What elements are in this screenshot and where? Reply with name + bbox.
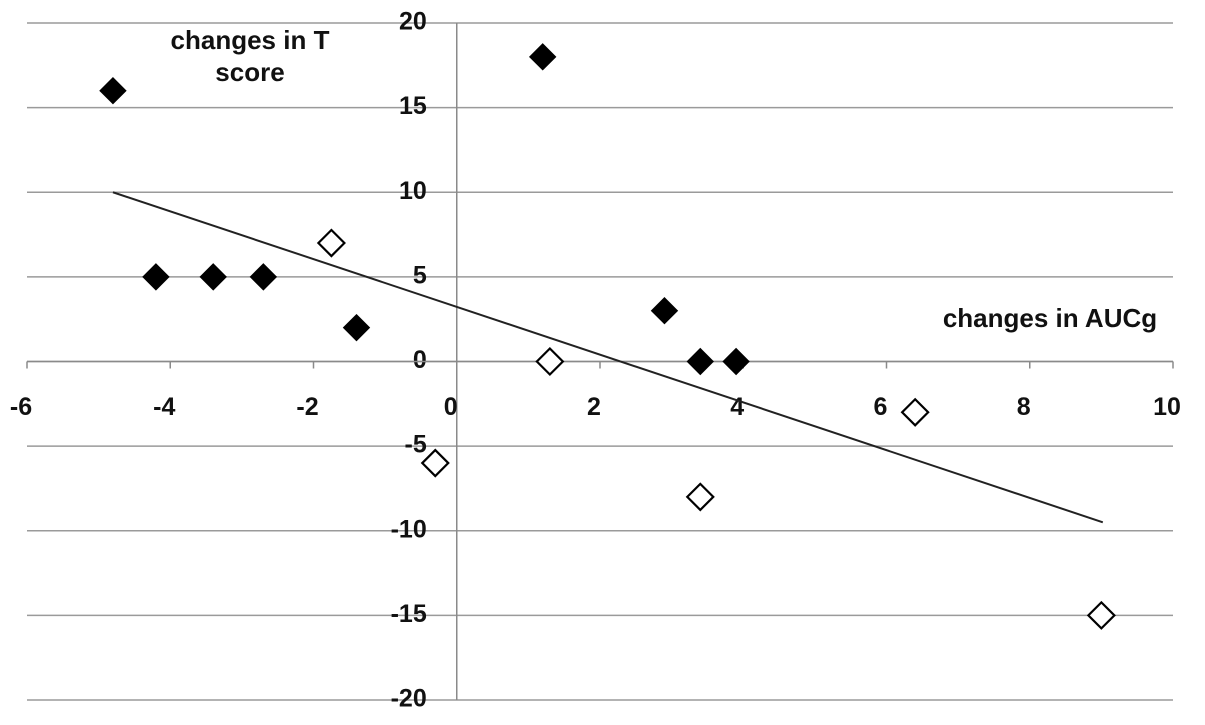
filled-diamond-point	[199, 263, 227, 291]
open-diamond-point	[685, 482, 715, 512]
open-diamond-point	[900, 397, 930, 427]
filled-diamond-point	[249, 263, 278, 291]
open-diamond-point	[1086, 600, 1116, 630]
y-tick-label: 20	[399, 8, 427, 36]
x-axis-title: changes in AUCg	[942, 303, 1158, 333]
x-tick-label: 2	[587, 393, 601, 421]
y-tick-label: 10	[399, 177, 427, 205]
x-tick-label: -4	[153, 393, 175, 421]
open-diamond-point	[420, 448, 450, 478]
trend-line	[112, 191, 1104, 524]
y-tick-label: -15	[391, 600, 427, 628]
x-tick-label: -2	[296, 393, 318, 421]
x-tick-label: 8	[1017, 393, 1031, 421]
filled-diamond-point	[650, 297, 679, 325]
open-diamond-point	[535, 346, 565, 377]
y-axis-title: changes in T score	[170, 25, 330, 87]
x-tick-label: 4	[730, 393, 744, 421]
filled-diamond-point	[342, 313, 371, 342]
y-tick-label: 15	[399, 92, 427, 120]
y-tick-label: -10	[391, 515, 427, 543]
y-tick-label: -5	[405, 431, 427, 459]
filled-diamond-point	[528, 43, 557, 71]
y-tick-label: -20	[391, 685, 427, 713]
x-tick-label: 10	[1153, 393, 1181, 421]
filled-diamond-point	[142, 263, 170, 291]
y-tick-label: 0	[413, 346, 427, 374]
open-diamond-point	[316, 228, 346, 258]
x-tick-label: 6	[874, 393, 888, 421]
y-tick-label: 5	[413, 261, 427, 289]
filled-diamond-point	[722, 347, 750, 376]
filled-diamond-point	[686, 347, 714, 376]
x-tick-label: -6	[10, 393, 32, 421]
filled-diamond-point	[99, 76, 127, 105]
x-tick-label: 0	[444, 393, 458, 421]
